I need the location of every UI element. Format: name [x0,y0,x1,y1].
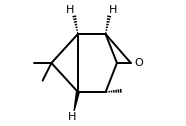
Text: H: H [66,5,75,15]
Text: H: H [67,112,76,122]
Text: O: O [135,58,143,68]
Text: H: H [109,5,117,15]
Polygon shape [74,92,79,111]
